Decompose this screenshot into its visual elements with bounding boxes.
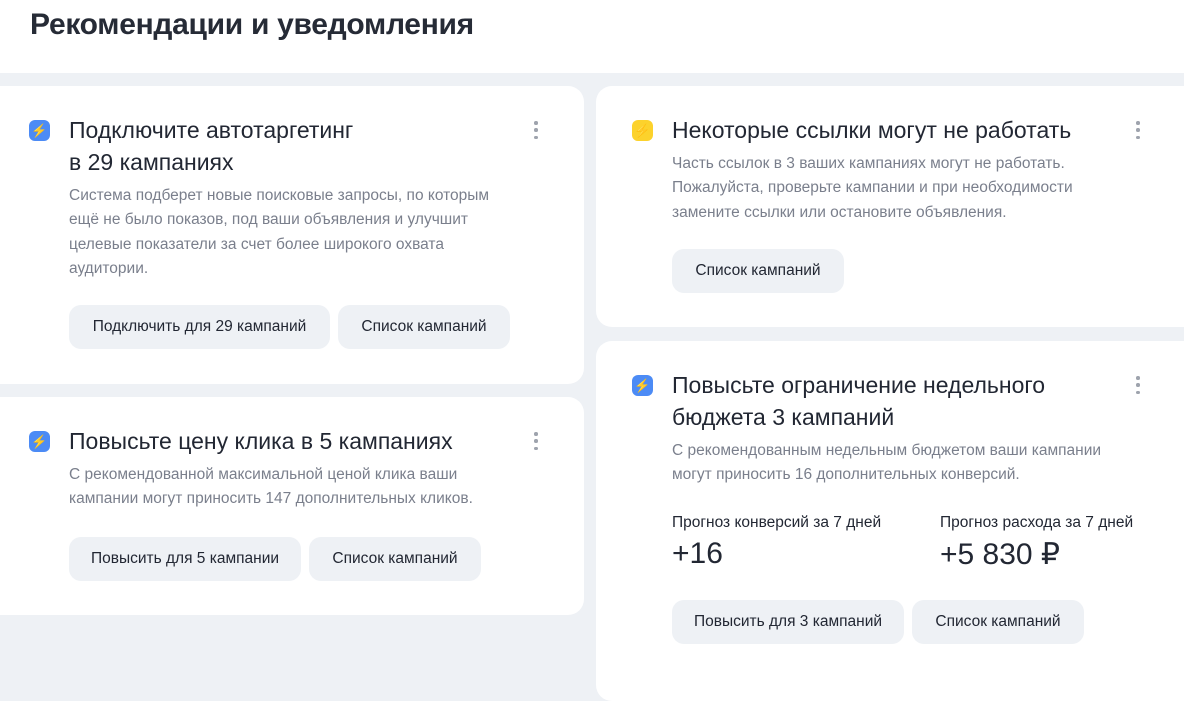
- card-title: Повысьте цену клика в 5 кампаниях: [69, 428, 453, 454]
- lightning-icon: ⚡: [632, 120, 653, 141]
- enable-autotargeting-button[interactable]: Подключить для 29 кампаний: [69, 305, 330, 349]
- campaign-list-button[interactable]: Список кампаний: [309, 537, 481, 581]
- card-broken-links: ⚡ Некоторые ссылки могут не работать Час…: [596, 86, 1184, 327]
- conversions-forecast-value: +16: [672, 537, 723, 570]
- card-description: С рекомендованной максимальной ценой кли…: [69, 466, 473, 508]
- card-raise-click-price: ⚡ Повысьте цену клика в 5 кампаниях С ре…: [0, 397, 584, 615]
- raise-price-button[interactable]: Повысить для 5 кампании: [69, 537, 301, 581]
- lightning-icon: ⚡: [632, 375, 653, 396]
- page-header: Рекомендации и уведомления: [0, 0, 1184, 73]
- card-title: Повысьте ограничение недельного бюджета 3…: [672, 372, 1046, 430]
- lightning-icon: ⚡: [29, 120, 50, 141]
- card-weekly-budget: ⚡ Повысьте ограничение недельного бюджета…: [596, 341, 1184, 701]
- raise-budget-button[interactable]: Повысить для 3 кампаний: [672, 600, 904, 644]
- conversions-forecast-label: Прогноз конверсий за 7 дней: [672, 514, 882, 531]
- campaign-list-button[interactable]: Список кампаний: [338, 305, 510, 349]
- campaign-list-button[interactable]: Список кампаний: [672, 249, 844, 293]
- spend-forecast-label: Прогноз расхода за 7 дней: [940, 514, 1134, 531]
- card-autotargeting: ⚡ Подключите автотаргетинг в 29 кампаниях…: [0, 86, 584, 384]
- more-menu-icon[interactable]: [1133, 119, 1143, 141]
- more-menu-icon[interactable]: [1133, 374, 1143, 396]
- card-title: Некоторые ссылки могут не работать: [672, 117, 1072, 143]
- lightning-icon: ⚡: [29, 431, 50, 452]
- card-title: Подключите автотаргетинг в 29 кампаниях: [69, 117, 354, 175]
- more-menu-icon[interactable]: [531, 119, 541, 141]
- page-title: Рекомендации и уведомления: [30, 8, 474, 41]
- card-description: Система подберет новые поисковые запросы…: [69, 187, 490, 277]
- card-description: С рекомендованным недельным бюджетом ваш…: [672, 442, 1102, 484]
- spend-forecast-value: +5 830 ₽: [940, 538, 1061, 571]
- campaign-list-button[interactable]: Список кампаний: [912, 600, 1084, 644]
- more-menu-icon[interactable]: [531, 430, 541, 452]
- card-description: Часть ссылок в 3 ваших кампаниях могут н…: [672, 155, 1073, 221]
